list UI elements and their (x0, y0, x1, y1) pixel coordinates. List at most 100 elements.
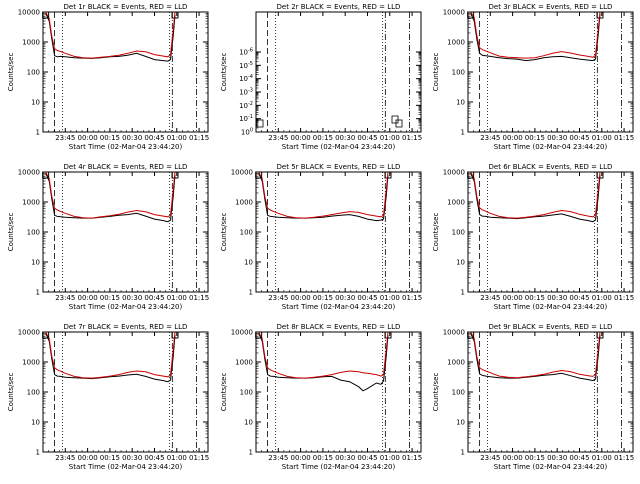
x-tick-label: 00:30 (335, 454, 355, 462)
x-tick-label: 00:30 (335, 294, 355, 302)
y-tick-label: 10 (244, 259, 253, 267)
x-tick-label: 00:00 (78, 134, 98, 142)
y-tick-label: 10-4 (239, 74, 253, 83)
chart-title: Det 5r BLACK = Events, RED = LLD (277, 163, 401, 171)
series-end-marker (596, 331, 604, 339)
y-tick-label: 10-5 (239, 61, 253, 70)
x-tick-label: 23:45 (480, 134, 500, 142)
y-tick-label: 100 (452, 69, 465, 77)
plot-frame (255, 171, 422, 293)
y-tick-label: 10000 (443, 9, 465, 17)
series-line-black (258, 173, 389, 222)
y-tick-label: 1000 (235, 199, 253, 207)
series-start-marker (467, 11, 475, 19)
series-end-marker (171, 171, 179, 179)
x-tick-label: 00:45 (144, 294, 164, 302)
x-tick-label: 23:45 (268, 134, 288, 142)
series-line-black (470, 333, 601, 382)
y-tick-label: 100 (27, 69, 40, 77)
data-marker-box (391, 115, 399, 124)
y-tick-label: 1 (461, 289, 465, 297)
x-tick-label: 00:00 (503, 134, 523, 142)
series-end-marker (171, 11, 179, 19)
y-tick-label: 10 (244, 419, 253, 427)
x-tick-label: 01:15 (614, 294, 634, 302)
y-tick-label: 10-3 (239, 88, 253, 97)
x-tick-label: 00:45 (569, 294, 589, 302)
x-tick-label: 01:00 (592, 134, 612, 142)
series-end-marker (171, 331, 179, 339)
x-tick-label: 23:45 (55, 294, 75, 302)
series-end-marker (596, 11, 604, 19)
y-tick-label: 10-6 (239, 48, 253, 57)
x-axis-label: Start Time (02-Mar-04 23:44:20) (69, 143, 183, 151)
x-tick-label: 00:00 (503, 454, 523, 462)
x-tick-label: 00:30 (547, 294, 567, 302)
x-tick-label: 01:15 (402, 134, 422, 142)
chart-panel-7: Det 7r BLACK = Events, RED = LLD Start Ti… (7, 323, 209, 471)
y-tick-label: 10 (31, 419, 40, 427)
chart-panel-5: Det 5r BLACK = Events, RED = LLD Start Ti… (220, 163, 422, 311)
x-tick-label: 01:00 (380, 134, 400, 142)
x-tick-label: 01:00 (380, 454, 400, 462)
x-tick-label: 01:00 (592, 294, 612, 302)
data-marker-box (256, 119, 264, 128)
y-tick-label: 1000 (235, 359, 253, 367)
chart-panel-4: Det 4r BLACK = Events, RED = LLD Start Ti… (7, 163, 209, 311)
y-tick-label: 10000 (443, 329, 465, 337)
x-tick-label: 00:00 (291, 134, 311, 142)
x-tick-label: 23:45 (268, 454, 288, 462)
x-tick-label: 00:15 (313, 454, 333, 462)
x-tick-label: 01:15 (189, 454, 209, 462)
series-line-red (45, 331, 176, 379)
x-tick-label: 00:15 (100, 454, 120, 462)
chart-panel-1: Det 1r BLACK = Events, RED = LLD Start Ti… (7, 3, 209, 151)
series-line-black (45, 173, 176, 223)
x-tick-label: 23:45 (55, 134, 75, 142)
x-tick-label: 01:15 (614, 454, 634, 462)
series-line-red (45, 11, 176, 59)
x-axis-label: Start Time (02-Mar-04 23:44:20) (282, 463, 396, 471)
series-end-marker (596, 171, 604, 179)
y-tick-label: 1000 (447, 359, 465, 367)
x-tick-label: 00:30 (122, 454, 142, 462)
series-line-red (470, 11, 601, 59)
series-line-red (470, 171, 601, 219)
plot-frame (255, 11, 422, 133)
x-tick-label: 00:00 (78, 294, 98, 302)
x-tick-label: 00:30 (547, 454, 567, 462)
x-tick-label: 00:15 (100, 294, 120, 302)
chart-panel-6: Det 6r BLACK = Events, RED = LLD Start Ti… (432, 163, 634, 311)
x-tick-label: 23:45 (480, 294, 500, 302)
y-tick-label: 10 (456, 419, 465, 427)
x-tick-label: 00:30 (122, 134, 142, 142)
y-tick-label: 10000 (18, 329, 40, 337)
y-axis-label: Counts/sec (220, 373, 228, 412)
x-tick-label: 01:00 (167, 134, 187, 142)
chart-title: Det 3r BLACK = Events, RED = LLD (489, 3, 613, 11)
y-tick-label: 100 (452, 229, 465, 237)
y-tick-label: 10000 (443, 169, 465, 177)
chart-title: Det 4r BLACK = Events, RED = LLD (64, 163, 188, 171)
y-tick-label: 1 (36, 449, 40, 457)
y-tick-label: 10000 (18, 9, 40, 17)
x-tick-label: 01:00 (380, 294, 400, 302)
x-axis-label: Start Time (02-Mar-04 23:44:20) (494, 143, 608, 151)
chart-panel-8: Det 8r BLACK = Events, RED = LLD Start Ti… (220, 323, 422, 471)
x-tick-label: 01:15 (189, 134, 209, 142)
series-start-marker (42, 331, 50, 339)
y-axis-label: Counts/sec (432, 373, 440, 412)
series-line-red (470, 331, 601, 379)
series-start-marker (42, 171, 50, 179)
plot-frame (255, 331, 422, 453)
x-tick-label: 00:15 (313, 294, 333, 302)
x-tick-label: 00:15 (100, 134, 120, 142)
plot-frame (42, 171, 209, 293)
x-tick-label: 00:00 (291, 294, 311, 302)
series-line-red (45, 171, 176, 219)
y-tick-label: 1000 (447, 39, 465, 47)
series-start-marker (467, 331, 475, 339)
chart-panel-9: Det 9r BLACK = Events, RED = LLD Start Ti… (432, 323, 634, 471)
